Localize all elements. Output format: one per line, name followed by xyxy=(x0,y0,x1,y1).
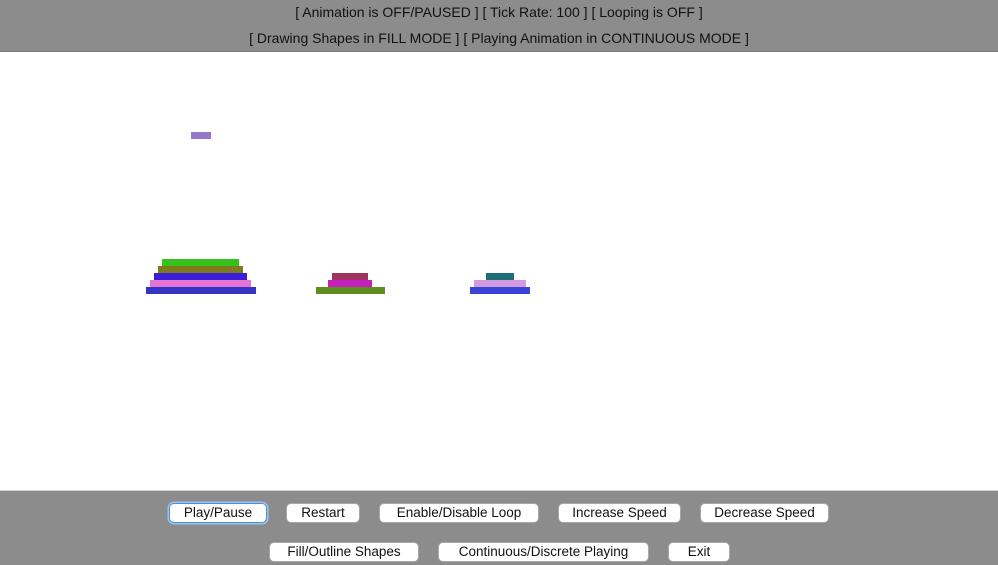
status-panel: [ Animation is OFF/PAUSED ] [ Tick Rate:… xyxy=(0,0,998,52)
enable-disable-loop-button[interactable]: Enable/Disable Loop xyxy=(379,503,539,523)
exit-button[interactable]: Exit xyxy=(668,542,730,562)
tower-2-disk-3 xyxy=(316,287,385,294)
tower-3-disk-3 xyxy=(470,287,530,294)
tower-1-disk-2 xyxy=(158,266,243,273)
control-panel: Play/Pause Restart Enable/Disable Loop I… xyxy=(0,490,998,565)
increase-speed-button[interactable]: Increase Speed xyxy=(558,503,681,523)
tower-1-disk-4 xyxy=(150,280,251,287)
restart-button[interactable]: Restart xyxy=(286,503,360,523)
floating-disk xyxy=(191,132,211,139)
tower-3-disk-1 xyxy=(486,273,514,280)
continuous-discrete-playing-button[interactable]: Continuous/Discrete Playing xyxy=(438,542,649,562)
animation-status-text: [ Animation is OFF/PAUSED ] [ Tick Rate:… xyxy=(295,4,703,20)
animation-canvas xyxy=(0,52,998,490)
tower-1-disk-5 xyxy=(146,287,256,294)
tower-2-disk-2 xyxy=(328,280,372,287)
fill-outline-shapes-button[interactable]: Fill/Outline Shapes xyxy=(269,542,419,562)
play-pause-button[interactable]: Play/Pause xyxy=(169,503,267,523)
decrease-speed-button[interactable]: Decrease Speed xyxy=(700,503,829,523)
mode-status-text: [ Drawing Shapes in FILL MODE ] [ Playin… xyxy=(249,30,749,46)
tower-3-disk-2 xyxy=(474,280,526,287)
tower-1-disk-1 xyxy=(162,259,239,266)
tower-1-disk-3 xyxy=(154,273,247,280)
tower-2-disk-1 xyxy=(332,273,368,280)
